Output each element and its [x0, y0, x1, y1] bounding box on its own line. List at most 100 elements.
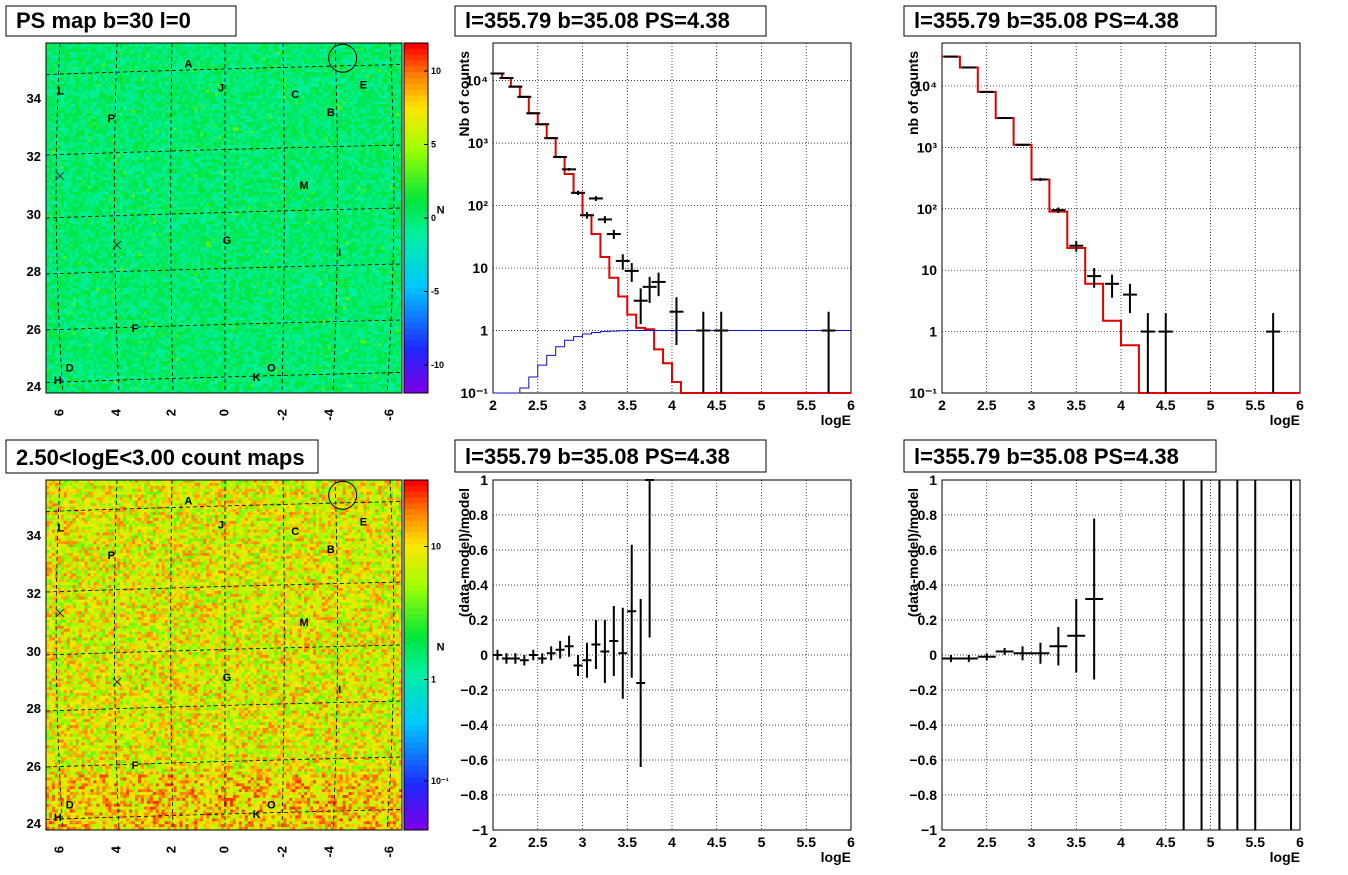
- map-cell: [126, 227, 129, 230]
- map-cell: [168, 55, 171, 58]
- map-cell: [52, 352, 55, 355]
- map-cell: [147, 209, 150, 212]
- map-cell: [162, 107, 165, 110]
- map-cell: [162, 271, 165, 274]
- map-cell: [99, 230, 102, 233]
- map-cell: [73, 276, 76, 279]
- map-cell: [108, 279, 111, 282]
- map-cell: [64, 46, 67, 49]
- map-cell: [159, 221, 162, 224]
- map-cell: [61, 320, 64, 323]
- map-cell: [67, 212, 70, 215]
- map-cell: [64, 256, 67, 259]
- map-cell: [79, 128, 82, 131]
- map-cell: [99, 203, 102, 206]
- map-cell: [46, 320, 49, 323]
- map-cell: [141, 227, 144, 230]
- map-cell: [46, 247, 49, 250]
- map-cell: [79, 262, 82, 265]
- map-cell: [135, 93, 138, 96]
- map-cell: [138, 87, 141, 90]
- map-cell: [147, 46, 150, 49]
- map-cell: [153, 218, 156, 221]
- map-cell: [55, 63, 58, 66]
- map-cell: [55, 265, 58, 268]
- map-cell: [141, 253, 144, 256]
- map-cell: [159, 349, 162, 352]
- map-cell: [64, 212, 67, 215]
- map-cell: [96, 93, 99, 96]
- map-cell: [123, 314, 126, 317]
- map-cell: [49, 66, 52, 69]
- map-cell: [120, 384, 123, 387]
- map-cell: [150, 215, 153, 218]
- map-cell: [55, 166, 58, 169]
- map-cell: [150, 262, 153, 265]
- map-cell: [147, 189, 150, 192]
- map-cell: [91, 49, 94, 52]
- map-cell: [150, 238, 153, 241]
- map-cell: [73, 189, 76, 192]
- map-cell: [114, 98, 117, 101]
- map-cell: [117, 288, 120, 291]
- map-cell: [91, 323, 94, 326]
- map-cell: [73, 256, 76, 259]
- map-cell: [93, 276, 96, 279]
- map-cell: [162, 253, 165, 256]
- map-cell: [88, 341, 91, 344]
- map-cell: [135, 201, 138, 204]
- map-cell: [144, 300, 147, 303]
- map-cell: [105, 364, 108, 367]
- map-cell: [67, 387, 70, 390]
- map-cell: [102, 49, 105, 52]
- map-cell: [135, 349, 138, 352]
- map-cell: [156, 203, 159, 206]
- map-cell: [165, 186, 168, 189]
- map-cell: [105, 282, 108, 285]
- map-cell: [49, 107, 52, 110]
- map-cell: [88, 203, 91, 206]
- map-cell: [111, 349, 114, 352]
- map-cell: [67, 133, 70, 136]
- map-cell: [138, 148, 141, 151]
- map-cell: [61, 186, 64, 189]
- map-cell: [93, 332, 96, 335]
- map-cell: [114, 131, 117, 134]
- map-cell: [120, 163, 123, 166]
- map-cell: [111, 180, 114, 183]
- map-cell: [73, 250, 76, 253]
- map-cell: [61, 224, 64, 227]
- map-cell: [114, 323, 117, 326]
- map-cell: [99, 241, 102, 244]
- map-cell: [96, 227, 99, 230]
- map-cell: [70, 93, 73, 96]
- map-cell: [165, 381, 168, 384]
- map-cell: [129, 282, 132, 285]
- map-cell: [150, 329, 153, 332]
- map-cell: [138, 241, 141, 244]
- map-cell: [147, 145, 150, 148]
- map-cell: [49, 206, 52, 209]
- map-cell: [46, 361, 49, 364]
- map-cell: [96, 215, 99, 218]
- map-cell: [73, 303, 76, 306]
- map-cell: [153, 244, 156, 247]
- map-cell: [102, 139, 105, 142]
- map-cell: [67, 110, 70, 113]
- map-cell: [49, 285, 52, 288]
- map-cell: [135, 177, 138, 180]
- map-cell: [129, 189, 132, 192]
- map-cell: [93, 163, 96, 166]
- map-cell: [46, 119, 49, 122]
- map-cell: [79, 52, 82, 55]
- map-cell: [93, 285, 96, 288]
- map-cell: [85, 142, 88, 145]
- map-cell: [105, 160, 108, 163]
- map-cell: [126, 119, 129, 122]
- map-cell: [141, 125, 144, 128]
- map-cell: [49, 343, 52, 346]
- map-cell: [117, 174, 120, 177]
- map-cell: [111, 314, 114, 317]
- map-cell: [102, 203, 105, 206]
- map-cell: [49, 72, 52, 75]
